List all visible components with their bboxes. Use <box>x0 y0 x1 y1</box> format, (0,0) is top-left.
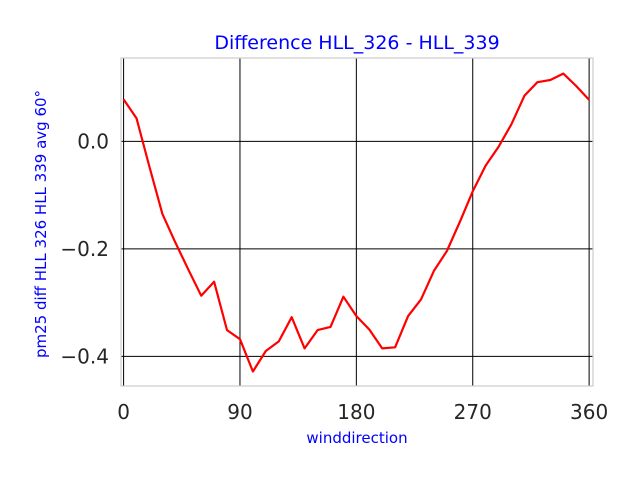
x-tick-label: 360 <box>570 400 608 424</box>
grid-lines <box>121 58 593 386</box>
x-tick-label: 270 <box>454 400 492 424</box>
x-tick-label: 0 <box>117 400 130 424</box>
x-axis-label: winddirection <box>306 429 407 447</box>
y-tick-label: 0.0 <box>77 129 109 153</box>
series-layer <box>122 72 590 373</box>
y-tick-labels: 0.0 −0.2 −0.4 <box>60 129 109 368</box>
x-tick-labels: 0 90 180 270 360 <box>117 400 608 424</box>
plot-frame <box>120 57 594 387</box>
y-tick-label: −0.2 <box>60 237 109 261</box>
y-tick-label: −0.4 <box>60 344 109 368</box>
x-tick-label: 90 <box>227 400 252 424</box>
series-line <box>122 72 590 373</box>
x-tick-label: 180 <box>337 400 375 424</box>
y-axis-label: pm25 diff HLL 326 HLL 339 avg 60° <box>32 90 50 358</box>
chart-title: Difference HLL_326 - HLL_339 <box>214 32 499 54</box>
